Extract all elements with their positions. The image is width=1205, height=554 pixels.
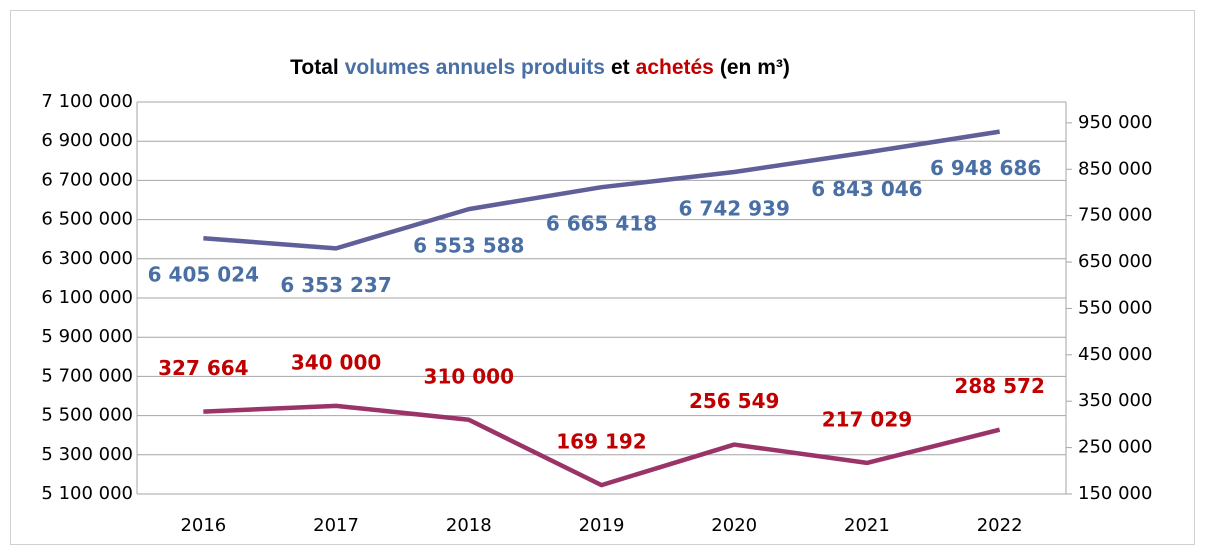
y2-tick-label: 150 000 [1078, 483, 1152, 504]
x-tick-label: 2019 [579, 515, 625, 536]
data-label: 217 029 [822, 407, 912, 431]
x-tick-label: 2017 [313, 515, 359, 536]
y2-tick-label: 250 000 [1078, 437, 1152, 458]
data-label: 256 549 [689, 389, 779, 413]
data-label: 310 000 [424, 364, 514, 388]
data-label: 6 948 686 [930, 156, 1041, 180]
x-tick-label: 2018 [446, 515, 492, 536]
x-tick-label: 2016 [180, 515, 226, 536]
y-tick-label: 6 500 000 [41, 209, 133, 230]
y2-tick-label: 650 000 [1078, 251, 1152, 272]
y-tick-label: 5 500 000 [41, 405, 133, 426]
y-tick-label: 6 100 000 [41, 287, 133, 308]
y-tick-label: 6 900 000 [41, 130, 133, 151]
data-label: 6 843 046 [811, 177, 922, 201]
y-tick-label: 6 700 000 [41, 169, 133, 190]
y-tick-label: 5 300 000 [41, 444, 133, 465]
title-part: Total [290, 56, 339, 79]
series-line [203, 129, 1000, 251]
x-tick-label: 2020 [711, 515, 757, 536]
data-label: 340 000 [291, 350, 381, 374]
chart-title: Total volumes annuels produits et achetés (e… [290, 56, 790, 79]
y-tick-label: 7 100 000 [41, 91, 133, 112]
data-label: 6 553 588 [413, 234, 524, 258]
y-tick-label: 6 300 000 [41, 248, 133, 269]
data-label: 169 192 [556, 430, 646, 454]
y2-tick-label: 350 000 [1078, 390, 1152, 411]
x-tick-label: 2022 [977, 515, 1023, 536]
x-tick-label: 2021 [844, 515, 890, 536]
title-part: et [611, 56, 630, 79]
chart-border [10, 10, 1195, 545]
data-label: 6 665 418 [546, 212, 657, 236]
data-label: 327 664 [158, 356, 248, 380]
y2-tick-label: 750 000 [1078, 205, 1152, 226]
data-label: 6 405 024 [148, 263, 259, 287]
y2-tick-label: 450 000 [1078, 344, 1152, 365]
y-tick-label: 5 700 000 [41, 365, 133, 386]
y2-tick-label: 950 000 [1078, 112, 1152, 133]
y2-tick-label: 850 000 [1078, 158, 1152, 179]
data-label: 288 572 [954, 374, 1044, 398]
title-part: (en m³) [720, 56, 790, 79]
title-part: achetés [636, 56, 714, 79]
data-label: 6 742 939 [679, 196, 790, 220]
title-part: volumes annuels produits [345, 56, 605, 79]
y2-tick-label: 550 000 [1078, 297, 1152, 318]
y-tick-label: 5 100 000 [41, 483, 133, 504]
data-label: 6 353 237 [280, 273, 391, 297]
y-tick-label: 5 900 000 [41, 326, 133, 347]
series-line [203, 403, 1001, 488]
